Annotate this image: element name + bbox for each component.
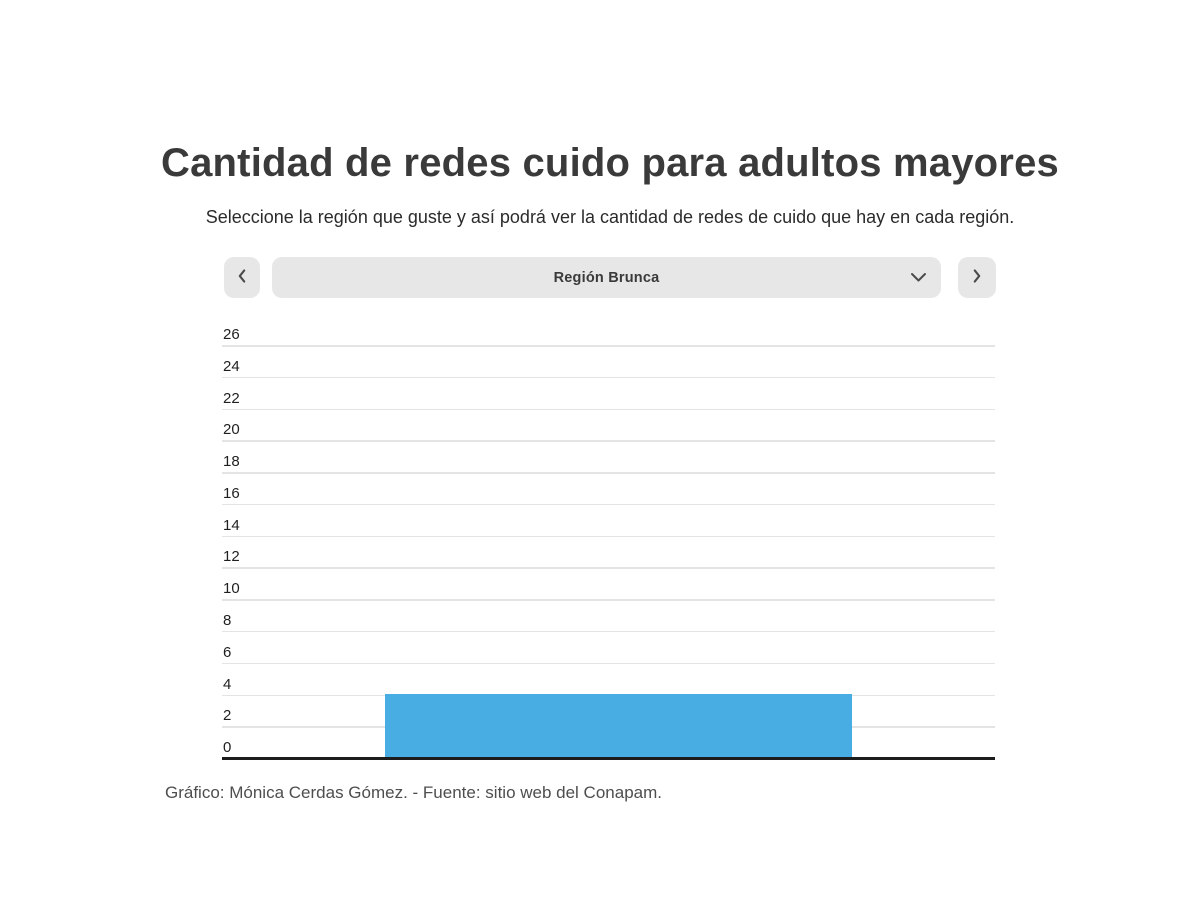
y-tick-label: 24 [223, 357, 240, 375]
gridline [222, 662, 995, 665]
prev-region-button[interactable] [224, 257, 260, 298]
gridline [222, 440, 995, 442]
y-tick-label: 22 [223, 389, 240, 407]
y-tick-label: 14 [223, 516, 240, 534]
page-title: Cantidad de redes cuido para adultos may… [161, 141, 1059, 185]
region-select[interactable]: Región Brunca [272, 257, 941, 298]
x-axis-baseline [222, 757, 995, 760]
y-tick-label: 6 [223, 643, 232, 661]
gridline [222, 535, 995, 538]
y-tick-label: 16 [223, 484, 240, 502]
y-tick-label: 4 [223, 675, 232, 693]
chevron-left-icon [237, 268, 247, 287]
gridline [222, 567, 995, 569]
gridline [222, 376, 995, 379]
y-tick-label: 26 [223, 326, 240, 343]
chart-credit: Gráfico: Mónica Cerdas Gómez. - Fuente: … [165, 783, 662, 802]
gridline [222, 503, 995, 506]
plot-area: 0 2 4 6 8 10 12 14 16 18 20 22 24 26 [222, 327, 995, 758]
chevron-right-icon [972, 268, 982, 287]
gridline [222, 599, 995, 601]
y-tick-label: 12 [223, 548, 240, 566]
gridline [222, 408, 995, 410]
y-tick-label: 2 [223, 707, 232, 725]
y-tick-label: 8 [223, 611, 232, 629]
chevron-down-icon [910, 272, 927, 283]
y-tick-label: 10 [223, 580, 240, 598]
gridline [222, 472, 995, 474]
bar-región-brunca[interactable] [385, 694, 852, 758]
gridline [222, 345, 995, 347]
y-tick-label: 18 [223, 453, 240, 471]
y-tick-label: 0 [223, 739, 232, 756]
gridline [222, 630, 995, 633]
page-subtitle: Seleccione la región que guste y así pod… [205, 207, 1015, 227]
y-tick-label: 20 [223, 421, 240, 439]
region-select-label: Región Brunca [553, 269, 660, 286]
next-region-button[interactable] [958, 257, 996, 298]
